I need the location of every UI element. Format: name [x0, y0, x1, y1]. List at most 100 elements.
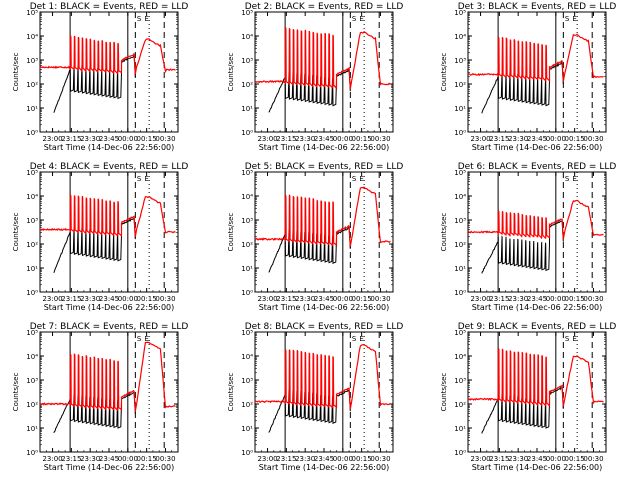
- x-tick-label: 00:15: [352, 295, 372, 303]
- panel-title: Det 4: BLACK = Events, RED = LLD: [30, 162, 189, 172]
- y-axis-label: Counts/sec: [12, 373, 20, 412]
- y-tick-label: 10¹: [454, 105, 466, 113]
- y-tick-label: 10⁴: [241, 353, 253, 361]
- x-tick-label: 00:00: [546, 135, 566, 143]
- end-marker-label: E: [359, 175, 363, 183]
- x-tick-label: 23:00: [470, 135, 490, 143]
- x-tick-label: 23:45: [314, 135, 334, 143]
- x-axis-label: Start Time (14-Dec-06 22:56:00): [44, 303, 175, 312]
- y-tick-label: 10³: [26, 217, 38, 225]
- x-tick-label: 00:00: [333, 135, 353, 143]
- x-tick-label: 23:30: [80, 295, 100, 303]
- y-tick-label: 10⁰: [454, 449, 466, 457]
- x-tick-label: 23:45: [527, 295, 547, 303]
- x-tick-label: 00:00: [333, 455, 353, 463]
- x-tick-label: 23:45: [314, 295, 334, 303]
- y-tick-label: 10¹: [241, 425, 253, 433]
- panel-title: Det 9: BLACK = Events, RED = LLD: [458, 322, 617, 332]
- detector-panel-9: Det 9: BLACK = Events, RED = LLD 10⁰ 10¹ 10…: [440, 322, 616, 472]
- x-tick-label: 23:15: [276, 135, 296, 143]
- y-tick-label: 10⁴: [26, 353, 38, 361]
- x-tick-label: 23:15: [276, 455, 296, 463]
- x-axis-label: Start Time (14-Dec-06 22:56:00): [44, 143, 175, 152]
- detector-panel-6: Det 6: BLACK = Events, RED = LLD 10⁰ 10¹ 10…: [440, 162, 616, 312]
- end-marker-label: E: [144, 335, 148, 343]
- y-tick-label: 10⁵: [454, 329, 466, 337]
- y-axis-label: Counts/sec: [440, 373, 448, 412]
- x-tick-label: 00:30: [155, 295, 175, 303]
- y-tick-label: 10⁰: [26, 449, 38, 457]
- series-lld-line: [254, 27, 391, 90]
- x-tick-label: 23:30: [508, 455, 528, 463]
- y-axis-label: Counts/sec: [440, 53, 448, 92]
- x-tick-label: 23:00: [470, 455, 490, 463]
- y-tick-label: 10³: [241, 217, 253, 225]
- y-tick-label: 10³: [241, 57, 253, 65]
- y-tick-label: 10⁴: [454, 33, 466, 41]
- x-axis-label: Start Time (14-Dec-06 22:56:00): [44, 463, 175, 472]
- y-tick-label: 10⁰: [454, 289, 466, 297]
- x-tick-label: 23:45: [99, 455, 119, 463]
- x-tick-label: 23:45: [99, 135, 119, 143]
- x-tick-label: 00:00: [546, 455, 566, 463]
- y-tick-label: 10³: [26, 57, 38, 65]
- x-tick-label: 00:30: [583, 455, 603, 463]
- y-axis-label: Counts/sec: [12, 53, 20, 92]
- x-tick-label: 00:30: [370, 135, 390, 143]
- end-marker-label: E: [144, 175, 148, 183]
- y-tick-label: 10⁴: [454, 353, 466, 361]
- x-tick-label: 23:30: [508, 295, 528, 303]
- y-axis-label: Counts/sec: [227, 373, 235, 412]
- x-tick-label: 00:15: [352, 135, 372, 143]
- x-tick-label: 00:15: [137, 135, 157, 143]
- y-tick-label: 10⁴: [26, 33, 38, 41]
- y-tick-label: 10³: [454, 377, 466, 385]
- end-marker-label: E: [359, 15, 363, 23]
- start-marker-label: S: [565, 15, 570, 23]
- x-tick-label: 00:30: [583, 135, 603, 143]
- x-tick-label: 00:30: [370, 455, 390, 463]
- x-tick-label: 00:30: [583, 295, 603, 303]
- start-marker-label: S: [137, 335, 142, 343]
- x-axis-label: Start Time (14-Dec-06 22:56:00): [472, 143, 603, 152]
- y-tick-label: 10¹: [454, 425, 466, 433]
- series-lld-line: [39, 341, 176, 412]
- x-tick-label: 23:15: [61, 295, 81, 303]
- y-tick-label: 10²: [454, 401, 466, 409]
- detector-panel-5: Det 5: BLACK = Events, RED = LLD 10⁰ 10¹ 10…: [227, 162, 403, 312]
- x-tick-label: 00:15: [352, 455, 372, 463]
- x-tick-label: 23:30: [295, 135, 315, 143]
- panel-title: Det 2: BLACK = Events, RED = LLD: [245, 2, 404, 12]
- x-tick-label: 23:00: [42, 455, 62, 463]
- y-tick-label: 10¹: [241, 105, 253, 113]
- x-tick-label: 00:00: [118, 135, 138, 143]
- y-axis-label: Counts/sec: [12, 213, 20, 252]
- y-tick-label: 10⁵: [454, 169, 466, 177]
- y-tick-label: 10¹: [454, 265, 466, 273]
- start-marker-label: S: [352, 335, 357, 343]
- x-tick-label: 00:30: [155, 455, 175, 463]
- x-tick-label: 00:15: [565, 295, 585, 303]
- start-marker-label: S: [352, 15, 357, 23]
- series-events-line: [481, 220, 564, 274]
- y-tick-label: 10²: [26, 401, 38, 409]
- panel-title: Det 3: BLACK = Events, RED = LLD: [458, 2, 617, 12]
- panel-title: Det 5: BLACK = Events, RED = LLD: [245, 162, 404, 172]
- y-tick-label: 10⁰: [241, 129, 253, 137]
- panel-title: Det 7: BLACK = Events, RED = LLD: [30, 322, 189, 332]
- y-tick-label: 10¹: [26, 425, 38, 433]
- y-tick-label: 10⁵: [241, 329, 253, 337]
- y-tick-label: 10⁴: [241, 193, 253, 201]
- x-axis-label: Start Time (14-Dec-06 22:56:00): [472, 303, 603, 312]
- x-axis-label: Start Time (14-Dec-06 22:56:00): [259, 143, 390, 152]
- end-marker-label: E: [144, 15, 148, 23]
- x-tick-label: 00:15: [137, 455, 157, 463]
- y-tick-label: 10⁵: [454, 9, 466, 17]
- x-tick-label: 00:00: [118, 455, 138, 463]
- y-tick-label: 10⁵: [26, 169, 38, 177]
- x-tick-label: 00:30: [370, 295, 390, 303]
- y-tick-label: 10²: [26, 241, 38, 249]
- x-tick-label: 00:00: [546, 295, 566, 303]
- end-marker-label: E: [572, 15, 576, 23]
- start-marker-label: S: [137, 15, 142, 23]
